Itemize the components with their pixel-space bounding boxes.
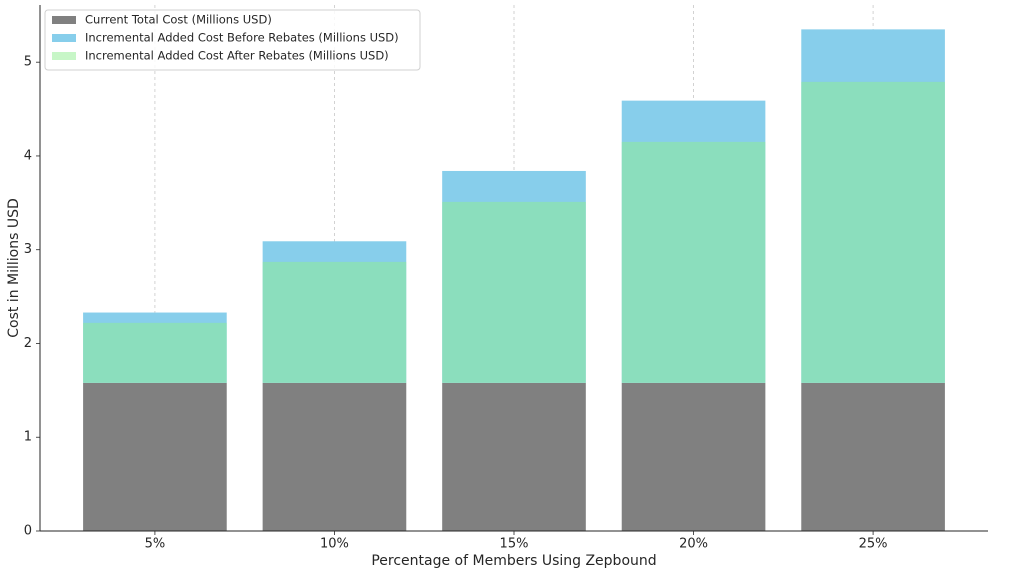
y-tick-label: 2 [24,336,32,351]
legend-box [44,9,421,71]
x-tick-label: 15% [500,537,529,552]
bar [442,382,586,531]
x-axis-label: Percentage of Members Using Zepbound [371,553,656,569]
y-axis-label: Cost in Millions USD [6,198,22,338]
bar [621,382,766,531]
bars [83,29,945,531]
x-tick-label: 20% [679,537,708,552]
x-tick-label: 25% [859,537,888,552]
legend-swatch [52,34,76,42]
legend: Current Total Cost (Millions USD) Increme… [44,9,421,71]
y-tick-label: 5 [24,55,32,70]
legend-label: Current Total Cost (Millions USD) [85,13,272,27]
bar [262,382,407,531]
axes: 5% 10% 15% 20% 25% 0 1 2 3 4 5 [24,5,988,552]
x-tick-label: 10% [320,537,349,552]
bar [262,261,407,383]
x-tick-label: 5% [145,537,166,552]
y-tick-label: 1 [24,430,32,445]
y-tick-label: 0 [24,524,32,539]
legend-label: Incremental Added Cost After Rebates (Mi… [85,49,389,63]
bar [801,81,945,383]
bar [801,382,945,531]
legend-swatch [52,52,76,60]
bar [442,201,586,383]
legend-label: Incremental Added Cost Before Rebates (M… [85,31,399,45]
bar [621,141,766,383]
y-tick-label: 4 [24,148,32,163]
y-tick-label: 3 [24,242,32,257]
bar [83,322,227,383]
legend-swatch [52,16,76,24]
bar [83,382,227,531]
